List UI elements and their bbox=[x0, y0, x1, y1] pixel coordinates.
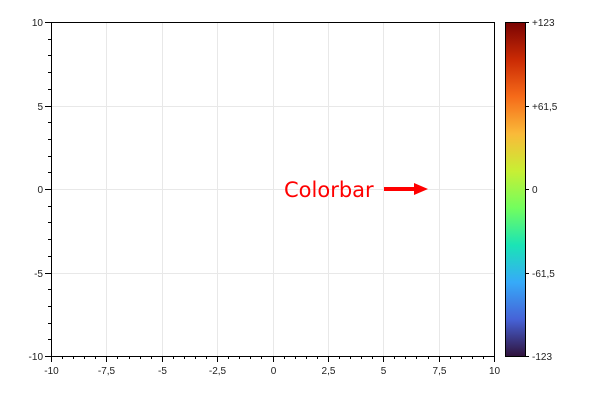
y-tick-label: -5 bbox=[34, 269, 43, 280]
colorbar-tick-label: -123 bbox=[532, 352, 552, 363]
colorbar-tick-label: -61,5 bbox=[532, 269, 555, 280]
x-tick-label: -5 bbox=[158, 366, 167, 377]
x-tick-label: 2,5 bbox=[322, 366, 336, 377]
x-tick-label: 10 bbox=[489, 366, 501, 377]
x-tick-label: 0 bbox=[271, 366, 277, 377]
colorbar-axis: +123 +61,5 0 -61,5 -123 bbox=[525, 18, 558, 363]
x-tick-label: -2,5 bbox=[209, 366, 227, 377]
y-tick-label: 0 bbox=[37, 185, 43, 196]
y-tick-label: 5 bbox=[37, 102, 43, 113]
y-tick-label: -10 bbox=[29, 352, 44, 363]
colorbar bbox=[505, 22, 526, 357]
arrow-right-icon bbox=[384, 183, 428, 195]
colorbar-tick-label: 0 bbox=[532, 185, 538, 196]
x-axis: -10 -7,5 -5 -2,5 0 2,5 5 7,5 10 bbox=[44, 356, 500, 377]
x-tick-label: -10 bbox=[44, 366, 59, 377]
x-tick-label: 7,5 bbox=[433, 366, 447, 377]
annotation-label: Colorbar bbox=[284, 178, 374, 202]
colorbar-annotation: Colorbar bbox=[284, 178, 428, 202]
y-axis: -10 -5 0 5 10 bbox=[29, 18, 51, 363]
x-tick-label: -7,5 bbox=[98, 366, 116, 377]
x-tick-label: 5 bbox=[381, 366, 387, 377]
colorbar-tick-label: +123 bbox=[532, 18, 555, 29]
colorbar-tick-label: +61,5 bbox=[532, 102, 558, 113]
arrow-head bbox=[414, 183, 428, 195]
y-tick-label: 10 bbox=[32, 18, 44, 29]
